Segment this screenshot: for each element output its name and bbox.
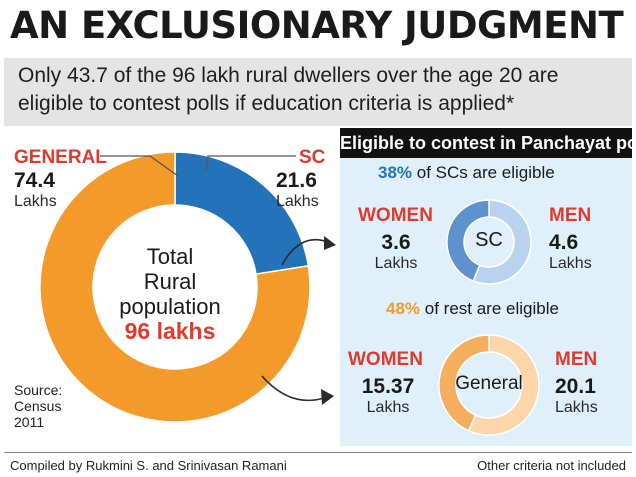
main-donut bbox=[39, 151, 311, 423]
general-unit: Lakhs bbox=[14, 193, 57, 210]
sc-women-slice bbox=[446, 199, 490, 282]
gen-men-label: MEN bbox=[555, 349, 598, 370]
sc-women-unit: Lakhs bbox=[374, 255, 418, 272]
rest-eligible-caption: 48% of rest are eligible bbox=[386, 300, 559, 318]
center-line3: population bbox=[119, 294, 221, 319]
sc-women-value: 3.6 bbox=[381, 231, 411, 254]
footer-divider bbox=[4, 452, 632, 453]
general-label: GENERAL bbox=[14, 147, 107, 168]
gen-women-slice bbox=[438, 334, 490, 432]
sc-value: 21.6 bbox=[276, 169, 317, 192]
general-arrow-head bbox=[321, 389, 334, 405]
gen-women-unit: Lakhs bbox=[366, 399, 410, 416]
sc-men-unit: Lakhs bbox=[549, 255, 592, 272]
sc-men-label: MEN bbox=[549, 205, 592, 226]
sc-arrow-head bbox=[324, 236, 336, 250]
gen-women-label: WOMEN bbox=[348, 349, 423, 370]
right-panel bbox=[340, 128, 632, 446]
sc-leader-line bbox=[205, 155, 296, 171]
sc-percent: 38% bbox=[378, 163, 413, 182]
footer-credit: Compiled by Rukmini S. and Srinivasan Ra… bbox=[10, 458, 287, 473]
center-label: Total Rural population 96 lakhs bbox=[100, 244, 240, 344]
rest-percent: 48% bbox=[386, 299, 421, 318]
gen-donut-center-label: General bbox=[455, 373, 523, 394]
gen-men-slice bbox=[467, 334, 540, 436]
sc-men-value: 4.6 bbox=[549, 231, 579, 254]
gen-men-unit: Lakhs bbox=[555, 399, 598, 416]
general-leader-line bbox=[100, 155, 179, 177]
sc-donut bbox=[446, 199, 532, 285]
rest-percent-text: of rest are eligible bbox=[424, 299, 559, 318]
subhead-line1: Only 43.7 of the 96 lakh rural dwellers … bbox=[18, 64, 559, 87]
general-value: 74.4 bbox=[14, 169, 55, 192]
sc-unit: Lakhs bbox=[276, 193, 319, 210]
footer-note: Other criteria not included bbox=[477, 458, 626, 473]
sc-donut-center-label: SC bbox=[475, 229, 503, 251]
sc-women-label: WOMEN bbox=[358, 205, 433, 226]
source-line3: 2011 bbox=[14, 414, 45, 430]
general-arrow-connector bbox=[261, 375, 325, 402]
panel-header: Eligible to contest in Panchayat polls bbox=[340, 128, 636, 158]
sc-men-slice bbox=[472, 199, 532, 285]
headline: AN EXCLUSIONARY JUDGMENT bbox=[10, 4, 624, 47]
source-line2: Census bbox=[14, 398, 62, 414]
gen-donut bbox=[438, 334, 540, 436]
gen-women-value: 15.37 bbox=[361, 375, 415, 398]
center-line1: Total bbox=[146, 244, 194, 269]
general-slice bbox=[39, 151, 311, 423]
gen-men-value: 20.1 bbox=[555, 375, 596, 398]
sc-arrow-connector bbox=[281, 238, 329, 266]
subhead-line2: eligible to contest polls if education c… bbox=[18, 92, 515, 115]
center-line2: Rural bbox=[143, 269, 197, 294]
sc-eligible-caption: 38% of SCs are eligible bbox=[378, 164, 555, 182]
sc-label: SC bbox=[299, 147, 326, 168]
subhead-box: Only 43.7 of the 96 lakh rural dwellers … bbox=[4, 58, 632, 126]
sc-percent-text: of SCs are eligible bbox=[416, 163, 555, 182]
source-line1: Source: bbox=[14, 382, 63, 398]
source-note: Source: Census 2011 bbox=[14, 382, 62, 430]
center-value: 96 lakhs bbox=[124, 318, 216, 344]
